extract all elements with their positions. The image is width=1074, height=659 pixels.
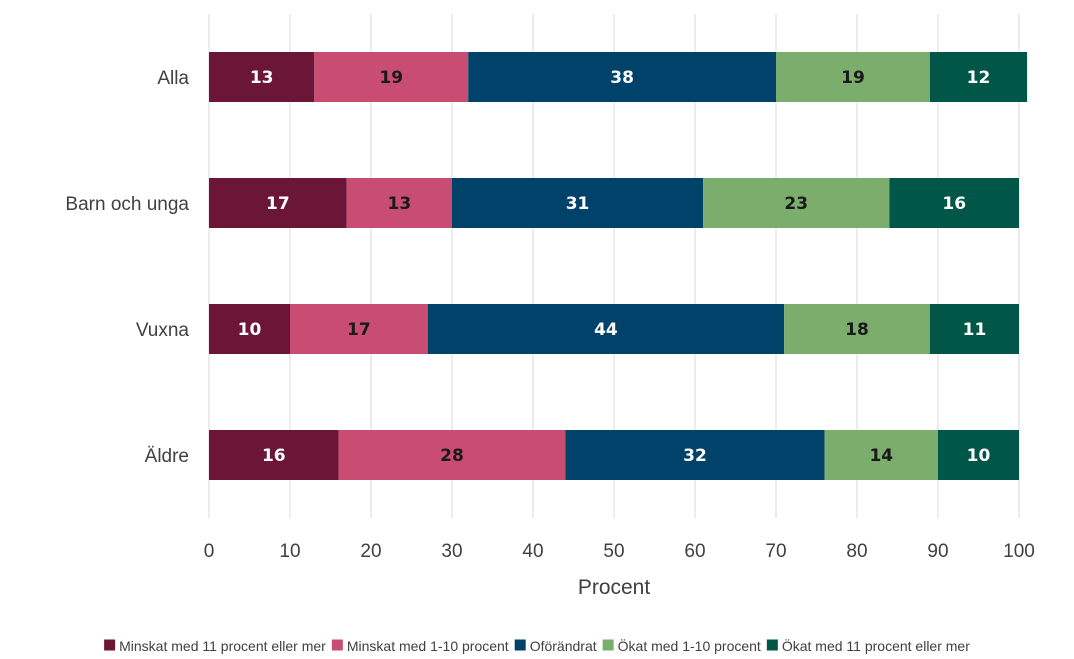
data-label: 23 [784,194,808,214]
legend-item: Minskat med 1-10 procent [331,638,509,654]
bar-segment [468,52,776,102]
legend-label: Ökat med 11 procent eller mer [782,637,970,654]
legend-item: Ökat med 11 procent eller mer [766,637,970,654]
bar-segment [346,178,452,228]
bar-segment [703,178,890,228]
legend-item: Minskat med 11 procent eller mer [104,638,326,654]
data-label: 16 [942,194,966,214]
data-label: 17 [266,194,290,214]
data-label: 10 [238,320,262,340]
data-label: 10 [967,446,991,466]
category-labels: Alla Barn och unga Vuxna Äldre [65,68,189,467]
data-label: 28 [440,446,464,466]
x-tick-label: 40 [522,541,543,562]
data-label: 11 [963,320,987,340]
data-label: 16 [262,446,286,466]
data-labels: 13 19 38 19 12 17 13 31 23 16 10 17 44 18 11 16 28 32 14 10 [238,68,991,466]
bar-segment [929,304,1019,354]
legend-swatch [104,639,116,651]
legend-label: Minskat med 1-10 procent [347,638,509,654]
bar-segment [314,52,469,102]
x-tick-label: 30 [441,541,462,562]
x-tick-label: 90 [927,541,948,562]
x-tick-labels: 0 10 20 30 40 50 60 70 80 90 100 [204,541,1035,562]
bar-segment [929,52,1028,102]
data-label: 19 [379,68,403,88]
bar-segment [209,304,290,354]
bar-segment [427,304,785,354]
data-label: 12 [967,68,991,88]
bar-segment [290,304,428,354]
x-tick-label: 20 [360,541,381,562]
legend-item: Oförändrat [514,638,597,654]
legend-swatch [766,639,778,651]
data-label: 17 [347,320,371,340]
x-tick-label: 70 [765,541,786,562]
bar-segment [565,430,825,480]
data-label: 32 [683,446,707,466]
data-label: 13 [388,194,412,214]
bar-segment [938,430,1019,480]
legend-label: Oförändrat [530,638,597,654]
data-label: 31 [566,194,590,214]
legend-swatch [514,639,526,651]
bars [209,52,1028,480]
category-label: Alla [157,68,189,89]
bar-segment [209,52,315,102]
bar-segment [889,178,1019,228]
legend-item: Ökat med 1-10 procent [602,637,761,654]
data-label: 44 [594,320,618,340]
category-label: Barn och unga [65,194,189,215]
x-axis-title: Procent [578,576,651,599]
bar-segment [452,178,704,228]
legend-swatch [602,639,614,651]
legend-swatch [331,639,343,651]
legend-label: Minskat med 11 procent eller mer [119,638,326,654]
bar-segment [776,52,930,102]
x-tick-label: 60 [684,541,705,562]
bar-segment [209,430,339,480]
bar-segment [338,430,566,480]
bar-segment [209,178,347,228]
legend-label: Ökat med 1-10 procent [618,637,761,654]
data-label: 38 [610,68,634,88]
bar-segment [784,304,930,354]
x-tick-label: 10 [279,541,300,562]
x-tick-label: 50 [603,541,624,562]
x-tick-label: 80 [846,541,867,562]
data-label: 19 [841,68,865,88]
category-label: Vuxna [136,320,190,341]
x-tick-label: 100 [1003,541,1035,562]
x-tick-label: 0 [204,541,215,562]
category-label: Äldre [145,446,189,467]
data-label: 13 [250,68,274,88]
bar-segment [824,430,938,480]
legend: Minskat med 11 procent eller mer Minskat … [104,637,970,654]
data-label: 14 [869,446,893,466]
data-label: 18 [845,320,869,340]
